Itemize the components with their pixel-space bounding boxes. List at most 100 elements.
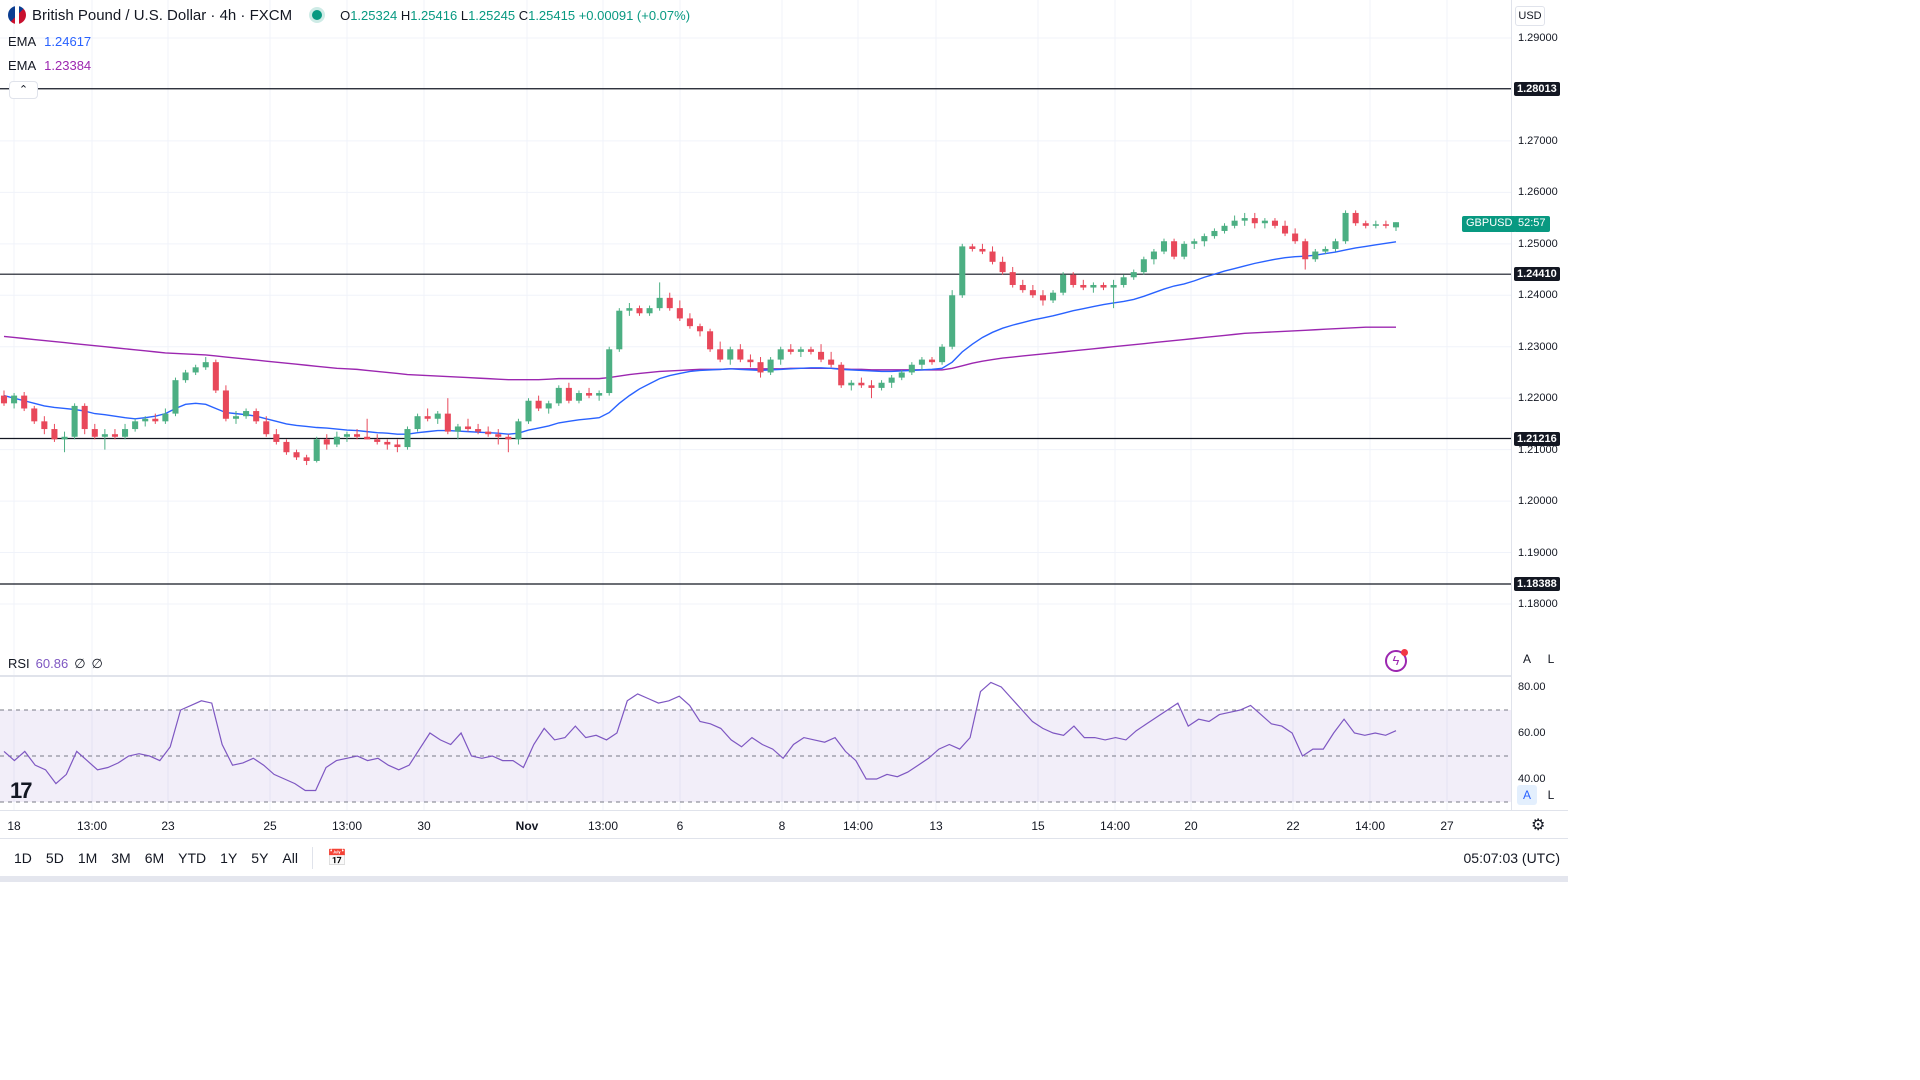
open-label: O	[340, 7, 351, 23]
candle-body	[1080, 284, 1087, 288]
candle-body	[212, 362, 219, 391]
ema-fast-line	[3, 241, 1397, 435]
candle-body	[898, 372, 905, 378]
tradingview-logo[interactable]: 17	[10, 778, 33, 803]
candle-body	[979, 248, 986, 252]
candle-body	[343, 434, 350, 437]
open-value: 1.25324	[350, 7, 398, 23]
candle-body	[616, 310, 623, 350]
price-tick-label: 1.24000	[1518, 289, 1558, 302]
price-tick-label: 1.26000	[1518, 186, 1558, 199]
ema-fast-legend[interactable]: EMA 1.24617	[8, 34, 91, 49]
log-scale-button[interactable]: L	[1547, 652, 1555, 666]
rsi-auto-scale-button[interactable]: A	[1517, 785, 1537, 805]
ema-slow-legend[interactable]: EMA 1.23384	[8, 58, 91, 73]
candle-body	[565, 387, 572, 401]
range-all-button[interactable]: All	[282, 849, 298, 866]
candle-body	[939, 346, 946, 363]
candle-body	[1160, 241, 1168, 252]
candle-body	[313, 439, 320, 461]
candle-body	[696, 326, 704, 332]
candle-body	[434, 413, 441, 419]
candle-body	[202, 362, 209, 368]
level-price-tag: 1.21216	[1514, 431, 1560, 446]
candle-body	[1362, 223, 1369, 226]
candle-body	[192, 367, 199, 373]
range-1d-button[interactable]: 1D	[14, 849, 32, 866]
time-tick-label: 30	[417, 819, 431, 833]
candle-body	[464, 426, 472, 430]
range-1m-button[interactable]: 1M	[77, 849, 98, 866]
calendar-icon[interactable]: 📅	[326, 849, 347, 867]
chart-canvas[interactable]	[0, 0, 1511, 810]
main-chart-pane[interactable]: British Pound / U.S. Dollar · 4h · FXCM …	[0, 0, 1511, 810]
candle-body	[807, 349, 814, 352]
rsi-extra-2: ∅	[91, 656, 103, 671]
auto-scale-button[interactable]: A	[1522, 652, 1531, 666]
rsi-tick-label: 60.00	[1518, 727, 1546, 739]
candle-body	[949, 295, 956, 347]
candle-body	[414, 416, 421, 430]
candle-body	[374, 439, 381, 442]
range-5y-button[interactable]: 5Y	[251, 849, 269, 866]
currency-selector[interactable]: USD	[1515, 6, 1545, 26]
candle-body	[172, 380, 179, 414]
time-tick-label: 27	[1440, 819, 1454, 833]
collapse-legend-button[interactable]: ⌃	[9, 81, 38, 99]
price-scale[interactable]	[1511, 0, 1568, 810]
candle-body	[61, 436, 68, 440]
candle-body	[586, 393, 593, 396]
time-axis[interactable]: ⚙ 18 13:00 23 25 13:00 30 Nov 13:00 6 8 14:00 13 15 1…	[0, 810, 1568, 838]
candle-body	[1009, 272, 1016, 285]
candle-body	[1140, 259, 1147, 273]
time-tick-label: Nov	[515, 819, 539, 833]
candle-body	[354, 434, 361, 437]
candle-body	[253, 411, 260, 422]
range-ytd-button[interactable]: YTD	[178, 849, 207, 866]
candle-body	[424, 416, 431, 419]
candle-body	[394, 444, 401, 448]
candle-body	[525, 400, 532, 422]
time-tick-label: 13:00	[587, 819, 619, 833]
range-1y-button[interactable]: 1Y	[220, 849, 238, 866]
range-5d-button[interactable]: 5D	[45, 849, 64, 866]
ema-slow-value: 1.23384	[44, 58, 92, 73]
candle-body	[505, 436, 512, 440]
candle-body	[606, 349, 613, 394]
candle-body	[1171, 241, 1178, 257]
time-tick-label: 15	[1031, 819, 1045, 833]
time-tick-label: 13	[929, 819, 943, 833]
rsi-tick-label: 40.00	[1518, 773, 1546, 785]
candle-body	[848, 382, 855, 386]
candle-body	[41, 421, 48, 430]
candle-body	[1251, 218, 1258, 224]
rsi-log-scale-button[interactable]: L	[1547, 788, 1555, 802]
price-tick-label: 1.20000	[1518, 495, 1558, 508]
candle-body	[1302, 241, 1309, 260]
candle-body	[1382, 224, 1389, 226]
range-6m-button[interactable]: 6M	[144, 849, 165, 866]
market-status-icon[interactable]	[312, 10, 323, 20]
candle-body	[283, 441, 290, 453]
candle-body	[626, 308, 633, 311]
time-tick-label: 23	[161, 819, 175, 833]
utc-clock[interactable]: 05:07:03 (UTC)	[1463, 849, 1560, 866]
rsi-legend[interactable]: RSI 60.86 ∅ ∅	[8, 656, 103, 672]
candle-body	[717, 349, 724, 360]
candle-body	[81, 405, 88, 430]
lightning-alert-icon[interactable]: ϟ	[1385, 649, 1408, 672]
range-3m-button[interactable]: 3M	[111, 849, 131, 866]
candle-body	[1322, 248, 1329, 252]
candle-body	[1241, 218, 1248, 221]
candle-body	[1050, 292, 1057, 301]
candle-body	[1110, 284, 1117, 288]
candle-body	[777, 349, 784, 360]
price-tick-label: 1.18000	[1518, 598, 1558, 610]
candle-body	[1211, 230, 1218, 237]
candle-body	[384, 441, 391, 445]
symbol-title[interactable]: British Pound / U.S. Dollar · 4h · FXCM	[32, 6, 293, 24]
high-value: 1.25416	[410, 7, 458, 23]
time-tick-label: 18	[7, 819, 21, 833]
gear-icon[interactable]: ⚙	[1531, 817, 1546, 834]
time-tick-label: 25	[263, 819, 277, 833]
